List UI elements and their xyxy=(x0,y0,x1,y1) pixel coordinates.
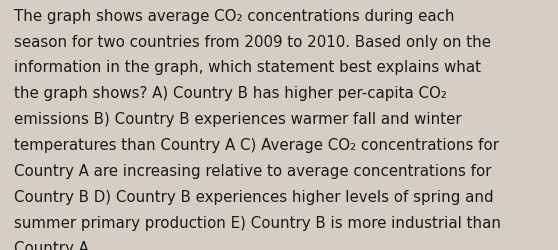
Text: Country A: Country A xyxy=(14,240,89,250)
Text: the graph shows? A) Country B has higher per-capita CO₂: the graph shows? A) Country B has higher… xyxy=(14,86,447,101)
Text: The graph shows average CO₂ concentrations during each: The graph shows average CO₂ concentratio… xyxy=(14,9,454,24)
Text: Country A are increasing relative to average concentrations for: Country A are increasing relative to ave… xyxy=(14,163,492,178)
Text: temperatures than Country A C) Average CO₂ concentrations for: temperatures than Country A C) Average C… xyxy=(14,138,499,152)
Text: season for two countries from 2009 to 2010. Based only on the: season for two countries from 2009 to 20… xyxy=(14,34,491,50)
Text: Country B D) Country B experiences higher levels of spring and: Country B D) Country B experiences highe… xyxy=(14,189,494,204)
Text: summer primary production E) Country B is more industrial than: summer primary production E) Country B i… xyxy=(14,215,501,230)
Text: emissions B) Country B experiences warmer fall and winter: emissions B) Country B experiences warme… xyxy=(14,112,461,127)
Text: information in the graph, which statement best explains what: information in the graph, which statemen… xyxy=(14,60,481,75)
